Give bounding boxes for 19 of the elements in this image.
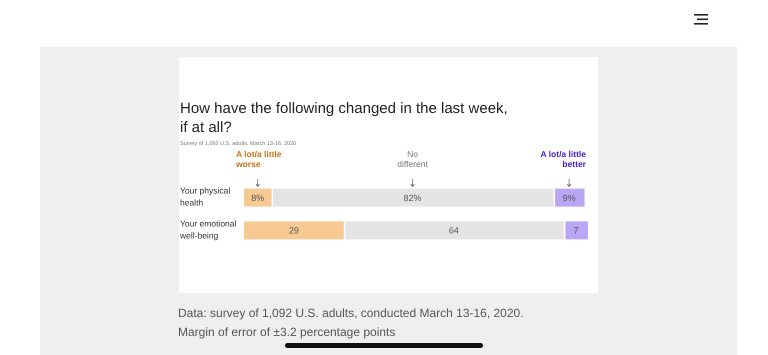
bar: [565, 221, 588, 240]
data-label: 9%: [562, 192, 576, 203]
text: A lot/a little better: [540, 149, 587, 169]
data-label: 82%: [404, 192, 422, 203]
data-label: 8%: [251, 192, 264, 203]
chart-title: How have the following changed in the last week, if at all?: [180, 100, 508, 136]
bar: [244, 221, 344, 240]
bar: [555, 188, 585, 207]
bar: [273, 188, 554, 207]
bar: [345, 221, 564, 240]
data-label: 29: [288, 226, 299, 236]
data-label: 64: [448, 226, 459, 236]
text: Margin of error of ±3.2 percentage points: [178, 325, 396, 339]
y-tick-label: Your physical health: [180, 186, 230, 208]
text: No different: [397, 149, 428, 169]
data-label: 7: [573, 226, 578, 236]
y-tick-label: Your emotional well-being: [179, 218, 237, 240]
text: Data: survey of 1,092 U.S. adults, conducted March 13-16, 2020.: [178, 306, 524, 320]
text: A lot/a little worse: [235, 149, 282, 169]
